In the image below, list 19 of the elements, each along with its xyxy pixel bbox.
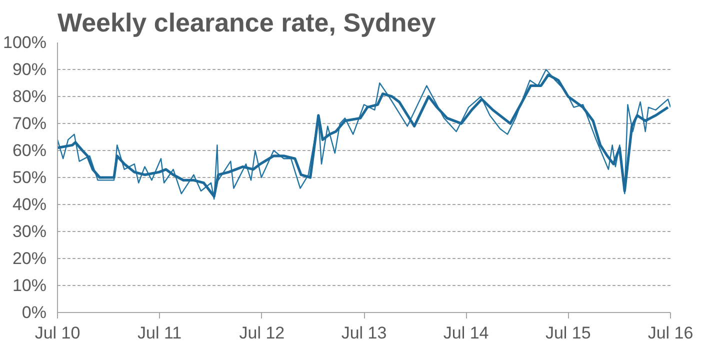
x-tick-label: Jul 11	[138, 324, 182, 342]
y-tick-label: 40%	[12, 195, 47, 214]
x-tick-label: Jul 13	[341, 324, 387, 342]
x-tick-label: Jul 15	[545, 324, 591, 342]
y-tick-label: 70%	[12, 114, 47, 133]
y-tick-label: 10%	[12, 276, 47, 295]
y-tick-label: 80%	[12, 87, 47, 106]
y-tick-label: 30%	[12, 222, 47, 241]
x-tick-label: Jul 16	[648, 324, 694, 342]
y-tick-label: 0%	[22, 303, 47, 322]
chart-title: Weekly clearance rate, Sydney	[58, 8, 436, 38]
x-tick-label: Jul 14	[443, 324, 489, 342]
y-tick-label: 50%	[12, 168, 47, 187]
y-tick-label: 60%	[12, 141, 47, 160]
y-tick-label: 90%	[12, 60, 47, 79]
x-tick-label: Jul 10	[34, 324, 80, 342]
x-tick-label: Jul 12	[239, 324, 285, 342]
y-tick-label: 20%	[12, 249, 47, 268]
y-tick-label: 100%	[3, 33, 47, 52]
